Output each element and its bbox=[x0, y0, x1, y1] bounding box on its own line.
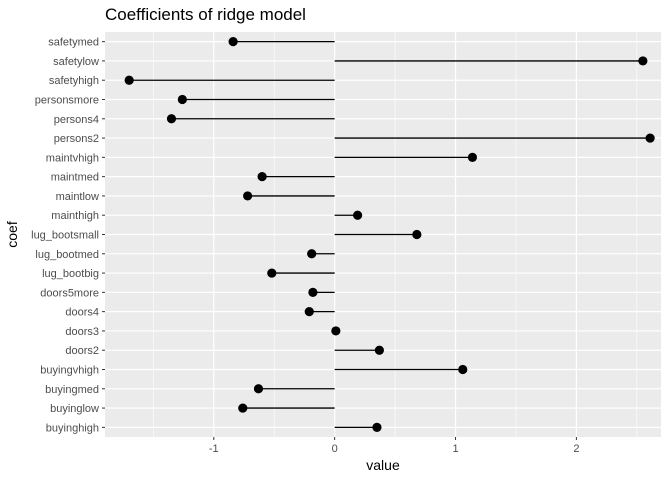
lollipop-point bbox=[253, 384, 264, 394]
lollipop-point bbox=[638, 56, 648, 66]
lollipop-point bbox=[177, 94, 187, 105]
y-tick-label: personsmore bbox=[35, 95, 99, 107]
lollipop-point bbox=[166, 114, 177, 124]
x-tick-label: 2 bbox=[573, 443, 579, 455]
x-axis: -1 0 1 2 bbox=[209, 437, 579, 455]
y-tick-label: persons4 bbox=[54, 114, 99, 126]
y-tick-label: mainthigh bbox=[51, 210, 99, 222]
lollipop-point bbox=[645, 133, 655, 143]
y-tick-label: doors2 bbox=[65, 345, 99, 357]
lollipop-point bbox=[331, 326, 341, 336]
marks-layer bbox=[124, 37, 655, 432]
y-tick-label: lug_bootbig bbox=[42, 268, 99, 280]
lollipop-point bbox=[124, 75, 134, 85]
y-tick-label: lug_bootsmall bbox=[31, 230, 99, 242]
y-tick-label: safetymed bbox=[48, 37, 99, 49]
lollipop-point bbox=[267, 268, 277, 278]
x-tick-label: 0 bbox=[332, 443, 338, 455]
y-tick-label: maintmed bbox=[51, 172, 99, 184]
y-tick-label: buyingvhigh bbox=[40, 365, 99, 377]
y-axis: safetymed safetylow safetyhigh personsmore p… bbox=[31, 37, 105, 434]
y-tick-label: maintvhigh bbox=[46, 152, 99, 164]
y-tick-label: buyingmed bbox=[45, 384, 99, 396]
x-tick-label: -1 bbox=[209, 443, 219, 455]
lollipop-point bbox=[412, 229, 422, 240]
lollipop-point bbox=[238, 403, 248, 413]
y-tick-label: safetylow bbox=[53, 56, 99, 68]
lollipop-point bbox=[257, 172, 267, 182]
x-tick-label: 1 bbox=[452, 443, 458, 455]
lollipop-point bbox=[374, 345, 384, 355]
lollipop-point bbox=[308, 287, 318, 297]
y-tick-label: maintlow bbox=[56, 191, 99, 203]
y-tick-label: doors4 bbox=[65, 307, 99, 319]
y-tick-label: lug_bootmed bbox=[35, 249, 99, 261]
lollipop-point bbox=[458, 364, 468, 375]
lollipop-point bbox=[307, 249, 317, 259]
y-tick-label: buyinghigh bbox=[46, 422, 99, 434]
y-axis-title: coef bbox=[4, 221, 20, 248]
y-tick-label: persons2 bbox=[54, 133, 99, 145]
chart-title: Coefficients of ridge model bbox=[105, 5, 306, 24]
y-tick-label: safetyhigh bbox=[49, 75, 99, 87]
lollipop-point bbox=[304, 307, 314, 317]
x-axis-title: value bbox=[366, 457, 400, 473]
lollipop-point bbox=[372, 422, 382, 432]
lollipop-point bbox=[228, 37, 238, 47]
lollipop-point bbox=[353, 210, 363, 220]
lollipop-point bbox=[467, 152, 478, 162]
y-tick-label: doors5more bbox=[40, 287, 99, 299]
y-tick-label: doors3 bbox=[65, 326, 99, 338]
y-tick-label: buyinglow bbox=[50, 403, 99, 415]
lollipop-point bbox=[243, 191, 253, 201]
